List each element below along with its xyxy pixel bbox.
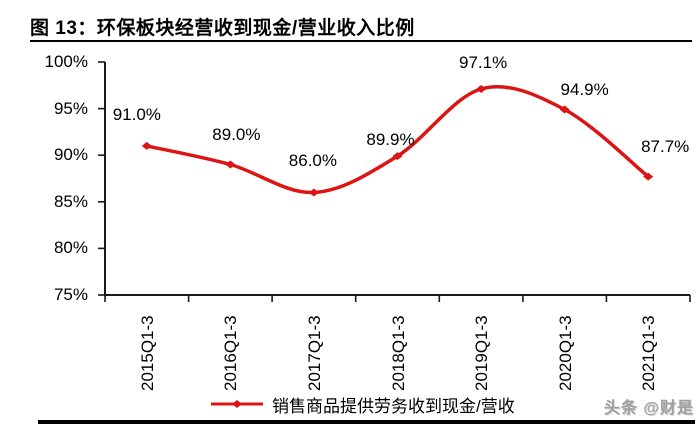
- data-point-label: 87.7%: [641, 136, 690, 156]
- x-tick-label: 2015Q1-3: [137, 315, 157, 391]
- x-tick-label: 2019Q1-3: [472, 315, 492, 391]
- data-point-label: 86.0%: [288, 150, 337, 170]
- y-tick-label: 75%: [53, 285, 88, 304]
- legend: 销售商品提供劳务收到现金/营收: [211, 392, 515, 416]
- x-tick-label: 2018Q1-3: [388, 315, 408, 391]
- series-marker: [225, 160, 236, 169]
- watermark: 头条 @财是: [603, 400, 694, 417]
- data-point-label: 89.9%: [366, 130, 415, 150]
- legend-line-marker-icon: [211, 400, 263, 408]
- series-marker: [392, 152, 403, 161]
- legend-label: 销售商品提供劳务收到现金/营收: [272, 396, 515, 416]
- x-tick-label: 2016Q1-3: [221, 315, 241, 391]
- figure-title: 图 13：环保板块经营收到现金/营业收入比例: [30, 18, 415, 39]
- title-underline: [30, 40, 692, 42]
- y-tick-label: 100%: [44, 52, 88, 71]
- data-point-label: 97.1%: [458, 53, 508, 72]
- x-tick-label: 2020Q1-3: [555, 315, 575, 391]
- y-tick-label: 90%: [53, 145, 88, 165]
- y-tick-label: 80%: [53, 238, 88, 258]
- y-tick-label: 85%: [53, 191, 88, 211]
- series-marker: [308, 188, 319, 197]
- y-tick-label: 95%: [53, 98, 88, 118]
- data-point-label: 89.0%: [212, 124, 261, 144]
- series-marker: [643, 172, 654, 181]
- series-marker: [559, 105, 570, 114]
- x-tick-label: 2017Q1-3: [304, 315, 324, 391]
- bottom-border: [38, 420, 695, 424]
- series-marker: [476, 85, 487, 93]
- data-point-label: 94.9%: [560, 79, 609, 99]
- series-marker: [141, 141, 152, 150]
- x-tick-label: 2021Q1-3: [639, 315, 659, 391]
- data-point-label: 91.0%: [112, 104, 161, 124]
